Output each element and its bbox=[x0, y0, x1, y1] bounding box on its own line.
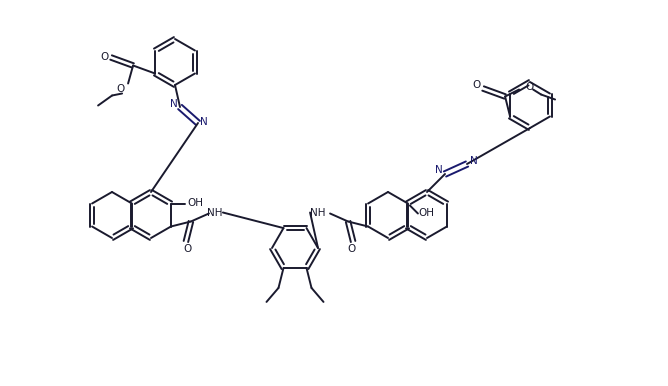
Text: NH: NH bbox=[207, 208, 222, 217]
Text: NH: NH bbox=[311, 208, 326, 217]
Text: O: O bbox=[184, 244, 192, 254]
Text: O: O bbox=[100, 51, 108, 61]
Text: O: O bbox=[472, 81, 480, 90]
Text: OH: OH bbox=[418, 208, 434, 218]
Text: N: N bbox=[435, 165, 443, 175]
Text: OH: OH bbox=[187, 198, 203, 208]
Text: O: O bbox=[347, 244, 355, 254]
Text: N: N bbox=[170, 99, 178, 109]
Text: N: N bbox=[470, 156, 478, 166]
Text: O: O bbox=[525, 81, 533, 91]
Text: O: O bbox=[116, 85, 124, 95]
Text: N: N bbox=[200, 117, 208, 127]
